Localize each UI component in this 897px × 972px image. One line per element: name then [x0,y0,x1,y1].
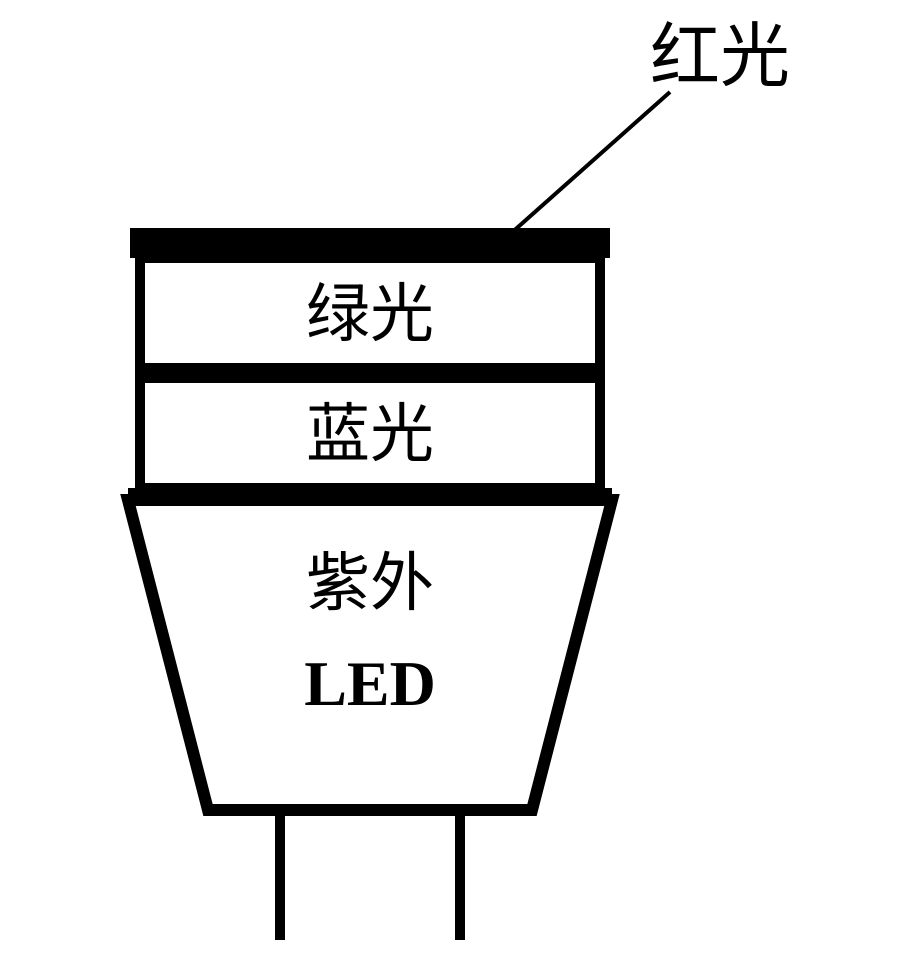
led-diagram: 红光 绿光 蓝光 紫外 LED [0,0,897,972]
green-light-label: 绿光 [306,279,434,350]
uv-label: 紫外 [306,548,434,619]
blue-light-label: 蓝光 [306,399,434,470]
diagram-svg: 红光 绿光 蓝光 紫外 LED [0,0,897,972]
led-label: LED [304,648,436,719]
callout-line [500,92,670,243]
callout-label: 红光 [650,19,790,96]
